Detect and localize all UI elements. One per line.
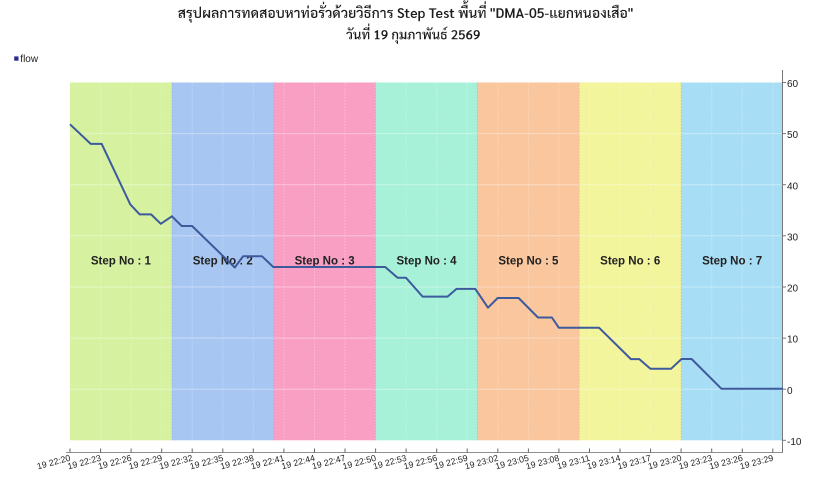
svg-text:Step No : 3: Step No : 3 bbox=[295, 255, 355, 267]
svg-text:Step No : 7: Step No : 7 bbox=[702, 255, 762, 267]
svg-text:60: 60 bbox=[787, 79, 799, 90]
svg-text:0: 0 bbox=[787, 386, 793, 397]
svg-text:10: 10 bbox=[787, 335, 799, 346]
svg-text:30: 30 bbox=[787, 232, 799, 243]
svg-text:-10: -10 bbox=[787, 437, 802, 448]
svg-text:Step No : 6: Step No : 6 bbox=[600, 255, 660, 267]
svg-text:40: 40 bbox=[787, 181, 799, 192]
svg-text:Step No : 5: Step No : 5 bbox=[498, 255, 559, 267]
svg-text:50: 50 bbox=[787, 130, 799, 141]
svg-text:flow: flow bbox=[20, 54, 39, 65]
svg-text:20: 20 bbox=[787, 284, 799, 295]
svg-text:Step No : 4: Step No : 4 bbox=[396, 255, 457, 267]
svg-text:19 23:29: 19 23:29 bbox=[739, 453, 775, 472]
svg-text:Step No : 1: Step No : 1 bbox=[91, 255, 152, 267]
